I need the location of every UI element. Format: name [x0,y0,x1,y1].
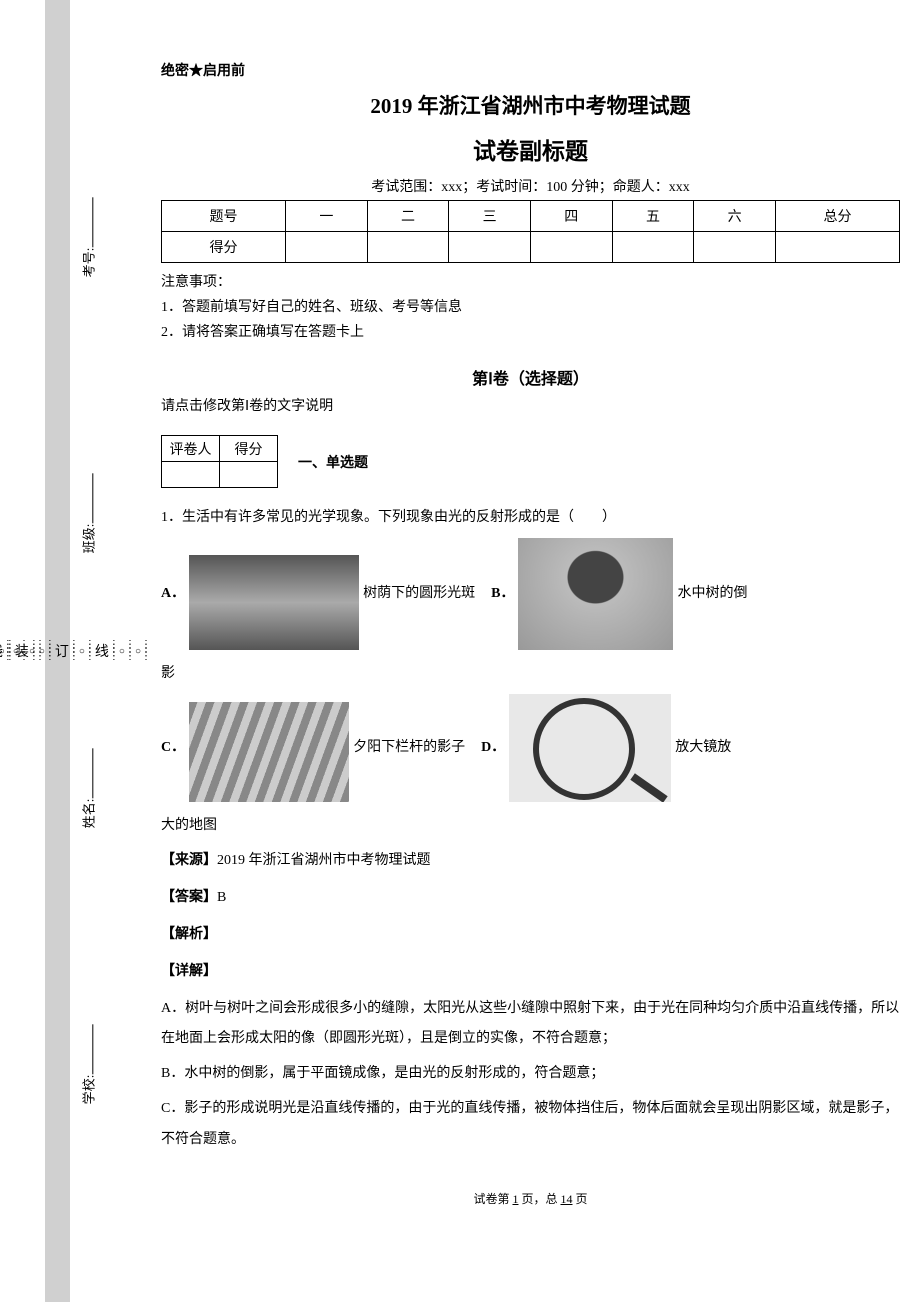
detail-a: A．树叶与树叶之间会形成很多小的缝隙，太阳光从这些小缝隙中照射下来，由于光在同种… [161,994,900,1056]
dots: ⋮⋮⋮⋮ [141,643,151,659]
option-c-label: C． [161,734,185,762]
part1-title: 第Ⅰ卷（选择题） [161,365,900,389]
circle: ○ [135,646,141,657]
th: 三 [449,201,531,232]
option-d-image [509,694,671,802]
field-class: 班级: [79,473,98,553]
notice-title: 注意事项： [161,271,900,291]
q1-detail: A．树叶与树叶之间会形成很多小的缝隙，太阳光从这些小缝隙中照射下来，由于光在同种… [161,994,900,1156]
th: 二 [367,201,449,232]
content: 绝密★启用前 2019 年浙江省湖州市中考物理试题 试卷副标题 考试范围：xxx… [151,0,920,1302]
field-name: 姓名: [79,749,98,829]
exam-page: ⋮⋮⋮⋮ ○ ⋮⋮⋮⋮ ○ ⋮⋮⋮⋮ 线 ⋮⋮⋮⋮ ○ ⋮⋮⋮⋮ 订 ⋮⋮⋮⋮ … [0,0,920,1302]
dots: ⋮⋮⋮⋮ [5,643,15,659]
secret-line: 绝密★启用前 [161,60,900,80]
option-c-text: 夕阳下栏杆的影子 [353,734,465,762]
options-row-2: C． 夕阳下栏杆的影子 D． 放大镜放 [161,694,900,802]
q1-stem: 1．生活中有许多常见的光学现象。下列现象由光的反射形成的是（ ） [161,504,900,532]
question-1: 1．生活中有许多常见的光学现象。下列现象由光的反射形成的是（ ） A． 树荫下的… [161,504,900,1155]
exam-info: 考试范围：xxx；考试时间：100 分钟；命题人：xxx [161,176,900,196]
detail-b: B．水中树的倒影，属于平面镜成像，是由光的反射形成的，符合题意； [161,1059,900,1090]
table-row: 题号 一 二 三 四 五 六 总分 [162,201,900,232]
dots: ⋮⋮⋮⋮ [29,643,39,659]
options-row-1: A． 树荫下的圆形光斑 B． 水中树的倒 [161,538,900,650]
td [530,232,612,263]
binding-char-ding: 订 [55,641,69,661]
notice-item: 1．答题前填写好自己的姓名、班级、考号等信息 [161,295,900,320]
answer-label: 【答案】 [161,890,217,905]
field-school: 学校: [79,1024,98,1104]
td [775,232,899,263]
option-d-text-cont: 大的地图 [161,812,900,840]
page-footer: 试卷第 1 页，总 14 页 [161,1190,900,1207]
grader-row: 评卷人 得分 一、单选题 [161,435,900,488]
notice-item: 2．请将答案正确填写在答题卡上 [161,320,900,345]
th: 六 [694,201,776,232]
td [286,232,368,263]
td: 得分 [162,232,286,263]
q1-meta: 【来源】2019 年浙江省湖州市中考物理试题 【答案】B 【解析】 【详解】 [161,846,900,987]
dots: ⋮⋮⋮⋮ [45,643,55,659]
option-b-image [518,538,673,650]
th: 总分 [775,201,899,232]
grader-table: 评卷人 得分 [161,435,278,488]
option-a-text: 树荫下的圆形光斑 [363,580,475,608]
th: 题号 [162,201,286,232]
binding-char-xian: 线 [95,641,109,661]
th: 五 [612,201,694,232]
source-text: 2019 年浙江省湖州市中考物理试题 [217,853,431,868]
dots: ⋮⋮⋮⋮ [85,643,95,659]
dots: ⋮⋮⋮⋮ [109,643,119,659]
dots: ⋮⋮⋮⋮ [69,643,79,659]
option-c-image [189,702,349,802]
td [449,232,531,263]
detail-label: 【详解】 [161,964,217,979]
answer-text: B [217,890,226,905]
td [162,462,220,488]
option-d-label: D． [481,734,505,762]
option-b-text-cont: 影 [161,660,900,688]
th: 一 [286,201,368,232]
td: 评卷人 [162,436,220,462]
exam-subtitle: 试卷副标题 [161,132,900,166]
circle: ○ [119,646,125,657]
option-a-label: A． [161,580,185,608]
circle: ○ [0,646,5,657]
option-a-image [189,555,359,650]
binding-inner: ⋮⋮⋮⋮ ○ ⋮⋮⋮⋮ ○ ⋮⋮⋮⋮ 线 ⋮⋮⋮⋮ ○ ⋮⋮⋮⋮ 订 ⋮⋮⋮⋮ … [106,0,151,1302]
td [220,462,278,488]
section-label: 一、单选题 [298,452,368,472]
detail-c: C．影子的形成说明光是沿直线传播的，由于光的直线传播，被物体挡住后，物体后面就会… [161,1094,900,1156]
notice-list: 1．答题前填写好自己的姓名、班级、考号等信息 2．请将答案正确填写在答题卡上 [161,295,900,345]
part1-desc: 请点击修改第Ⅰ卷的文字说明 [161,395,900,415]
score-table: 题号 一 二 三 四 五 六 总分 得分 [161,200,900,263]
td [694,232,776,263]
td [367,232,449,263]
circle: ○ [79,646,85,657]
source-label: 【来源】 [161,853,217,868]
option-b-label: B． [491,580,514,608]
td [612,232,694,263]
exam-title: 2019 年浙江省湖州市中考物理试题 [161,90,900,120]
table-row: 得分 [162,232,900,263]
th: 四 [530,201,612,232]
circle: ○ [39,646,45,657]
dots: ⋮⋮⋮⋮ [125,643,135,659]
analysis-label: 【解析】 [161,927,217,942]
option-d-text: 放大镜放 [675,734,731,762]
td: 得分 [220,436,278,462]
option-b-text: 水中树的倒 [677,580,747,608]
binding-char-zhuang: 装 [15,641,29,661]
field-exam-no: 考号: [79,198,98,278]
